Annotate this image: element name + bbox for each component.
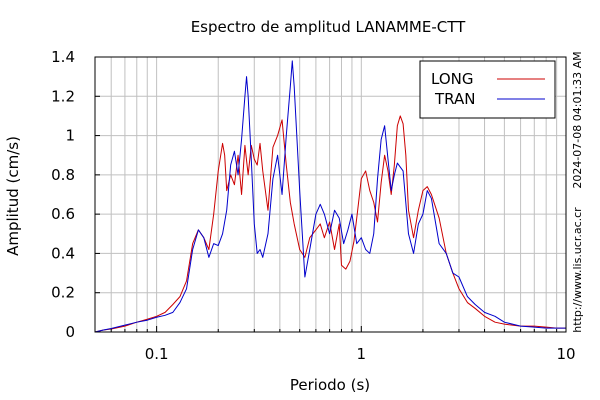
legend-label-tran: TRAN [434, 90, 475, 108]
y-tick-label: 1.2 [51, 87, 75, 105]
y-axis-label: Amplitud (cm/s) [4, 136, 22, 256]
chart-title: Espectro de amplitud LANAMME-CTT [191, 18, 466, 36]
series-layer [94, 60, 566, 333]
y-tick-label: 0.4 [51, 244, 75, 262]
series-line-tran [94, 60, 566, 333]
legend-box [419, 60, 556, 119]
website-text: http://www.lis.ucr.ac.cr [571, 207, 584, 333]
x-tick-label: 1 [357, 345, 367, 363]
plot-area-frame [94, 56, 567, 333]
x-axis-label: Periodo (s) [290, 376, 370, 394]
legend: LONG TRAN [419, 60, 556, 119]
x-tick-label: 10 [556, 345, 575, 363]
axis-ticks: 0 0.2 0.4 0.6 0.8 1 1.2 1.4 0.1 1 10 [51, 48, 575, 363]
timestamp-text: 2024-07-08 04:01:33 AM [571, 51, 584, 188]
y-tick-label: 0.6 [51, 205, 75, 223]
y-tick-label: 0.2 [51, 284, 75, 302]
y-tick-label: 0.8 [51, 166, 75, 184]
y-tick-label: 1.4 [51, 48, 75, 66]
x-tick-label: 0.1 [145, 345, 169, 363]
y-tick-label: 1 [65, 127, 75, 145]
series-line-long [94, 115, 566, 333]
y-tick-label: 0 [65, 323, 75, 341]
legend-label-long: LONG [431, 70, 473, 88]
